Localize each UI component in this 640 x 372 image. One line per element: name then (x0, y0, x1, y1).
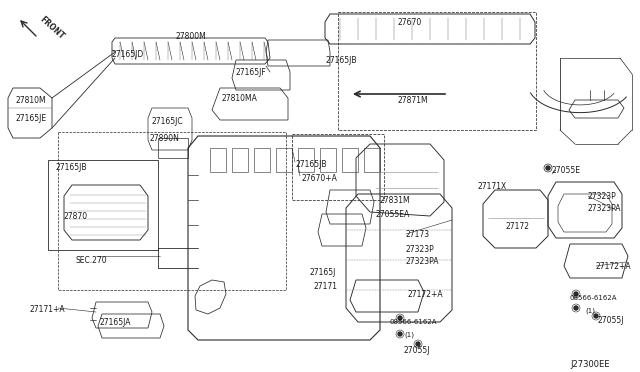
Bar (364, 148, 380, 172)
Text: 27165JE: 27165JE (15, 114, 46, 123)
Circle shape (398, 316, 402, 320)
Text: 27870: 27870 (64, 212, 88, 221)
Text: 27831M: 27831M (379, 196, 410, 205)
Text: 27670: 27670 (398, 18, 422, 27)
Text: (1): (1) (585, 307, 595, 314)
Bar (48, 160, 158, 250)
Text: 27670+A: 27670+A (301, 174, 337, 183)
Text: 27323P: 27323P (406, 245, 435, 254)
Text: 27055J: 27055J (403, 346, 429, 355)
Text: J27300EE: J27300EE (570, 360, 609, 369)
Text: 27810M: 27810M (15, 96, 45, 105)
Text: 27172+A: 27172+A (596, 262, 632, 271)
Text: 27323P: 27323P (588, 192, 617, 201)
Text: 08566-6162A: 08566-6162A (390, 319, 438, 325)
Bar (320, 148, 336, 172)
Bar (232, 148, 248, 172)
Text: 27171: 27171 (314, 282, 338, 291)
Text: 27323PA: 27323PA (588, 204, 621, 213)
Text: 27173: 27173 (406, 230, 430, 239)
Bar (58, 132, 286, 290)
Text: 27055E: 27055E (552, 166, 581, 175)
Text: 27810MA: 27810MA (222, 94, 258, 103)
Text: 27165JB: 27165JB (56, 163, 88, 172)
Circle shape (398, 332, 402, 336)
Bar (298, 148, 314, 172)
Bar (338, 12, 536, 130)
Text: SEC.270: SEC.270 (75, 256, 107, 265)
Text: 27172: 27172 (506, 222, 530, 231)
Text: 27165JD: 27165JD (112, 50, 144, 59)
Text: 27171X: 27171X (478, 182, 508, 191)
Text: 27323PA: 27323PA (406, 257, 440, 266)
Text: (1): (1) (404, 331, 414, 337)
Text: 27171+A: 27171+A (30, 305, 66, 314)
Text: 27890N: 27890N (149, 134, 179, 143)
Bar (276, 148, 292, 172)
Bar (292, 134, 384, 200)
Circle shape (594, 314, 598, 318)
Text: 27165JF: 27165JF (236, 68, 267, 77)
Bar (342, 148, 358, 172)
Text: 27800M: 27800M (175, 32, 205, 41)
Text: 27165JB: 27165JB (296, 160, 328, 169)
Text: 27165JA: 27165JA (100, 318, 131, 327)
Text: 27871M: 27871M (398, 96, 429, 105)
Text: 27055EA: 27055EA (376, 210, 410, 219)
Circle shape (546, 166, 550, 170)
Text: 27055J: 27055J (598, 316, 625, 325)
Text: 27172+A: 27172+A (408, 290, 444, 299)
Circle shape (574, 292, 578, 296)
Text: FRONT: FRONT (38, 15, 66, 41)
Circle shape (574, 306, 578, 310)
Text: 27165JC: 27165JC (152, 117, 184, 126)
Bar (210, 148, 226, 172)
Bar (254, 148, 270, 172)
Text: 27165J: 27165J (310, 268, 337, 277)
Text: 08566-6162A: 08566-6162A (570, 295, 618, 301)
Circle shape (416, 342, 420, 346)
Text: 27165JB: 27165JB (326, 56, 358, 65)
